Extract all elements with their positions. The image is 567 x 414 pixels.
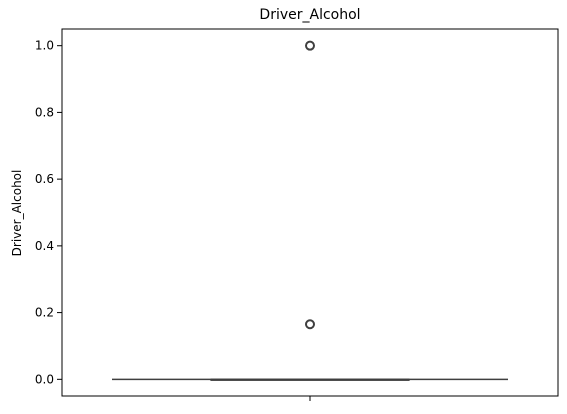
y-tick-label: 0.8 <box>35 105 54 119</box>
boxplot <box>112 40 508 381</box>
y-axis-label: Driver_Alcohol <box>10 170 24 257</box>
outlier-point <box>305 40 315 51</box>
y-tick-label: 0.2 <box>35 306 54 320</box>
y-tick-label: 0.4 <box>35 239 54 253</box>
y-tick-label: 1.0 <box>35 39 54 53</box>
outlier-point <box>305 319 315 330</box>
y-tick-label: 0.0 <box>35 372 54 386</box>
y-tick-label: 0.6 <box>35 172 54 186</box>
chart-title: Driver_Alcohol <box>259 7 360 23</box>
plot-frame <box>61 28 559 397</box>
y-axis-ticks: 0.0 0.2 0.4 0.6 0.8 1.0 <box>35 39 62 386</box>
